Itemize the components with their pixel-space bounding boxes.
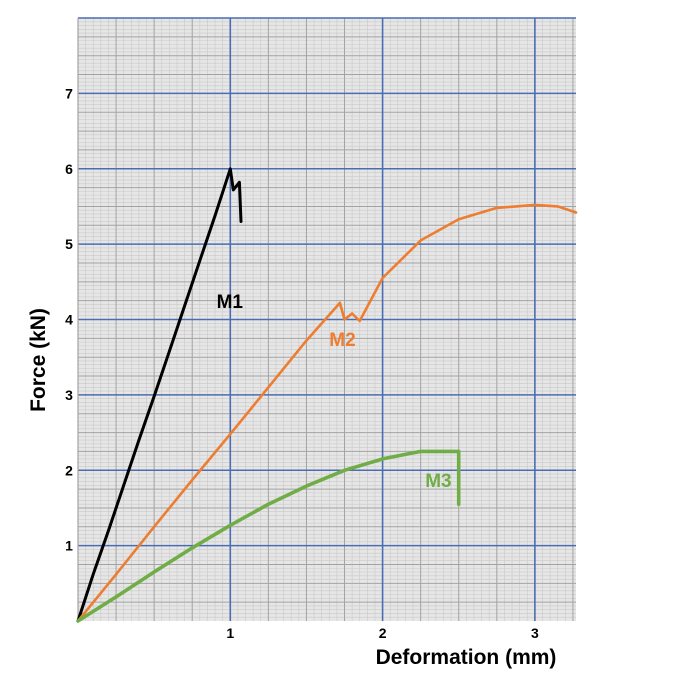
series-labels: M1 M2 M3 xyxy=(217,292,452,492)
series-layer xyxy=(76,167,578,623)
series-label-m3: M3 xyxy=(425,471,451,492)
x-tick-labels: 1 2 3 xyxy=(226,625,539,641)
x-tick-label: 2 xyxy=(379,625,387,641)
series-line-m2 xyxy=(76,203,578,623)
y-tick-label: 5 xyxy=(65,236,73,252)
y-tick-label: 6 xyxy=(65,161,73,177)
y-tick-label: 3 xyxy=(65,387,73,403)
series-label-m2: M2 xyxy=(329,330,355,351)
x-tick-label: 3 xyxy=(531,625,539,641)
y-tick-labels: 1 2 3 4 5 6 7 xyxy=(65,85,73,553)
y-axis-label: Force (kN) xyxy=(27,308,50,412)
y-tick-label: 1 xyxy=(65,538,73,554)
y-tick-label: 2 xyxy=(65,462,73,478)
x-tick-label: 1 xyxy=(226,625,234,641)
grid-major-lines xyxy=(77,17,576,621)
series-line-m3 xyxy=(76,449,461,623)
y-tick-label: 7 xyxy=(65,85,73,101)
y-tick-label: 4 xyxy=(65,312,73,328)
series-line-m1 xyxy=(76,167,243,623)
series-label-m1: M1 xyxy=(217,292,244,313)
x-axis-label: Deformation (mm) xyxy=(376,646,557,669)
